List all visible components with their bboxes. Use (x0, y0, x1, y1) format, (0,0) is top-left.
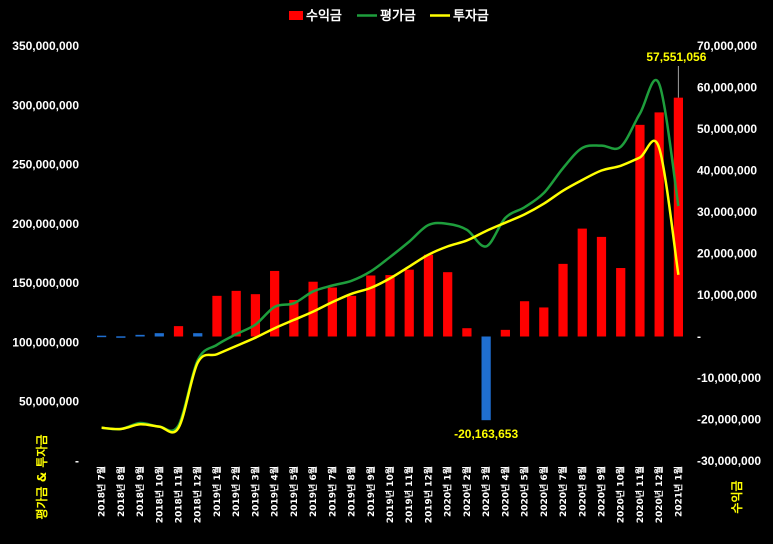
right-tick-label: - (697, 330, 701, 344)
right-tick-label: 50,000,000 (697, 122, 757, 136)
profit-bar (154, 333, 164, 337)
x-tick-label: 2018년 7월 (96, 466, 108, 517)
x-tick-label: 2020년 4월 (499, 466, 511, 517)
x-tick-label: 2019년 5월 (288, 466, 300, 517)
x-tick-label: 2018년 9월 (134, 466, 146, 517)
x-tick-label: 2019년 10월 (384, 466, 396, 523)
right-tick-label: 70,000,000 (697, 39, 757, 53)
profit-bar (404, 269, 414, 337)
profit-bar (635, 124, 645, 337)
right-tick-label: 10,000,000 (697, 288, 757, 302)
profit-bar (173, 326, 184, 337)
legend-swatch-profit (289, 11, 303, 20)
annotation-max-profit: 57,551,056 (646, 50, 706, 64)
x-tick-label: 2019년 1월 (211, 466, 223, 517)
x-tick-label: 2019년 7월 (326, 466, 338, 517)
x-tick-label: 2018년 10월 (153, 466, 165, 523)
right-tick-label: 30,000,000 (697, 205, 757, 219)
left-tick-label: 50,000,000 (19, 395, 79, 409)
x-tick-label: 2019년 6월 (307, 466, 319, 517)
profit-bar (193, 333, 203, 337)
x-tick-label: 2020년 10월 (615, 466, 627, 523)
x-axis-ticks: 2018년 7월 2018년 8월 2018년 9월 2018년 10월 2018년 1… (96, 466, 685, 523)
investment-line (101, 139, 680, 434)
profit-bar (289, 299, 299, 337)
profit-bar (577, 228, 587, 337)
left-tick-label: 250,000,000 (12, 158, 79, 172)
left-tick-label: 100,000,000 (12, 335, 79, 349)
profit-bar (250, 294, 261, 337)
right-tick-label: 60,000,000 (697, 81, 757, 95)
right-tick-label: -20,000,000 (697, 413, 761, 427)
x-tick-label: 2020년 3월 (480, 466, 492, 517)
x-tick-label: 2018년 8월 (115, 466, 127, 517)
x-tick-label: 2021년 1월 (672, 466, 684, 517)
x-tick-label: 2020년 11월 (634, 466, 646, 523)
profit-bar (558, 263, 568, 337)
x-tick-label: 2019년 4월 (269, 466, 281, 517)
profit-bar (366, 275, 376, 337)
x-tick-label: 2020년 2월 (461, 466, 473, 517)
profit-bar (135, 334, 145, 337)
x-tick-label: 2020년 9월 (595, 466, 607, 517)
right-tick-label: -30,000,000 (697, 454, 761, 468)
profit-bar (346, 295, 357, 337)
x-tick-label: 2020년 12월 (653, 466, 665, 523)
x-tick-label: 2020년 1월 (442, 466, 454, 517)
legend-label-investment: 투자금 (453, 9, 489, 24)
right-axis-ticks: -30,000,000-20,000,000-10,000,000-10,000… (697, 39, 761, 468)
annotation-min-profit: -20,163,653 (454, 427, 518, 441)
left-tick-label: 300,000,000 (12, 98, 79, 112)
profit-bar (308, 281, 318, 337)
x-tick-label: 2020년 8월 (576, 466, 588, 517)
profit-bar (116, 336, 126, 338)
x-tick-label: 2020년 7월 (557, 466, 569, 517)
profit-bar (539, 307, 549, 337)
legend-label-profit: 수익금 (306, 8, 342, 24)
profit-bar (462, 328, 472, 337)
x-tick-label: 2019년 3월 (249, 466, 261, 517)
x-tick-label: 2020년 5월 (519, 466, 531, 517)
annotations: 57,551,056 -20,163,653 (454, 50, 707, 441)
profit-bar (270, 270, 280, 337)
profit-bar (96, 335, 107, 338)
profit-bar (500, 329, 510, 337)
profit-bar (481, 336, 491, 421)
legend: 수익금 평가금 투자금 (289, 8, 489, 24)
left-axis-title: 평가금 & 투자금 (34, 434, 49, 519)
profit-bar (212, 295, 222, 337)
x-tick-label: 2020년 6월 (538, 466, 550, 517)
left-tick-label: 150,000,000 (12, 276, 79, 290)
profit-bar (385, 275, 395, 337)
profit-bar (654, 112, 664, 337)
profit-bar (596, 236, 607, 337)
x-tick-label: 2018년 12월 (192, 466, 204, 523)
x-tick-label: 2019년 9월 (365, 466, 377, 517)
left-tick-label: 350,000,000 (12, 39, 79, 53)
profit-bar (616, 268, 626, 337)
left-tick-label: - (75, 454, 79, 468)
left-axis-ticks: - 50,000,000 100,000,000 150,000,000 200,000… (12, 39, 79, 468)
left-tick-label: 200,000,000 (12, 217, 79, 231)
profit-bar (231, 290, 241, 337)
profit-bar (423, 254, 434, 337)
profit-bar (673, 97, 684, 337)
x-tick-label: 2019년 2월 (230, 466, 242, 517)
x-tick-label: 2019년 12월 (422, 466, 434, 523)
x-tick-label: 2018년 11월 (173, 466, 185, 523)
right-tick-label: 40,000,000 (697, 164, 757, 178)
x-tick-label: 2019년 11월 (403, 466, 415, 523)
legend-label-evaluation: 평가금 (380, 8, 416, 24)
right-tick-label: -10,000,000 (697, 371, 761, 385)
right-axis-title: 수익금 (730, 480, 744, 513)
right-tick-label: 20,000,000 (697, 247, 757, 261)
x-tick-label: 2019년 8월 (346, 466, 358, 517)
profit-bars (96, 97, 684, 421)
profit-bar (443, 272, 453, 337)
profit-bar (519, 301, 530, 337)
profit-bar (327, 287, 337, 337)
